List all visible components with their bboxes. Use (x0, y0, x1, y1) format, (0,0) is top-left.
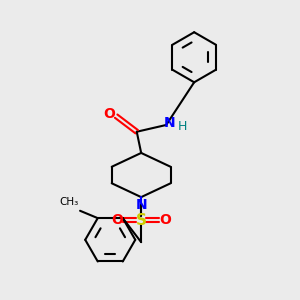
Text: S: S (136, 213, 147, 228)
Text: N: N (164, 116, 176, 130)
Text: O: O (112, 213, 124, 227)
Text: N: N (135, 198, 147, 212)
Text: O: O (104, 107, 116, 121)
Text: CH₃: CH₃ (59, 197, 79, 207)
Text: O: O (159, 213, 171, 227)
Text: H: H (178, 120, 187, 133)
